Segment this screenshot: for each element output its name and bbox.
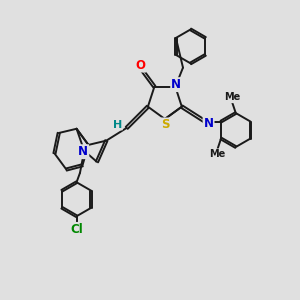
Text: N: N bbox=[78, 145, 88, 158]
Text: Cl: Cl bbox=[70, 223, 83, 236]
Text: H: H bbox=[113, 119, 122, 130]
Text: Me: Me bbox=[209, 149, 226, 159]
Text: S: S bbox=[161, 118, 170, 131]
Text: N: N bbox=[171, 78, 181, 91]
Text: N: N bbox=[204, 117, 214, 130]
Text: Me: Me bbox=[224, 92, 241, 102]
Text: O: O bbox=[136, 58, 146, 72]
